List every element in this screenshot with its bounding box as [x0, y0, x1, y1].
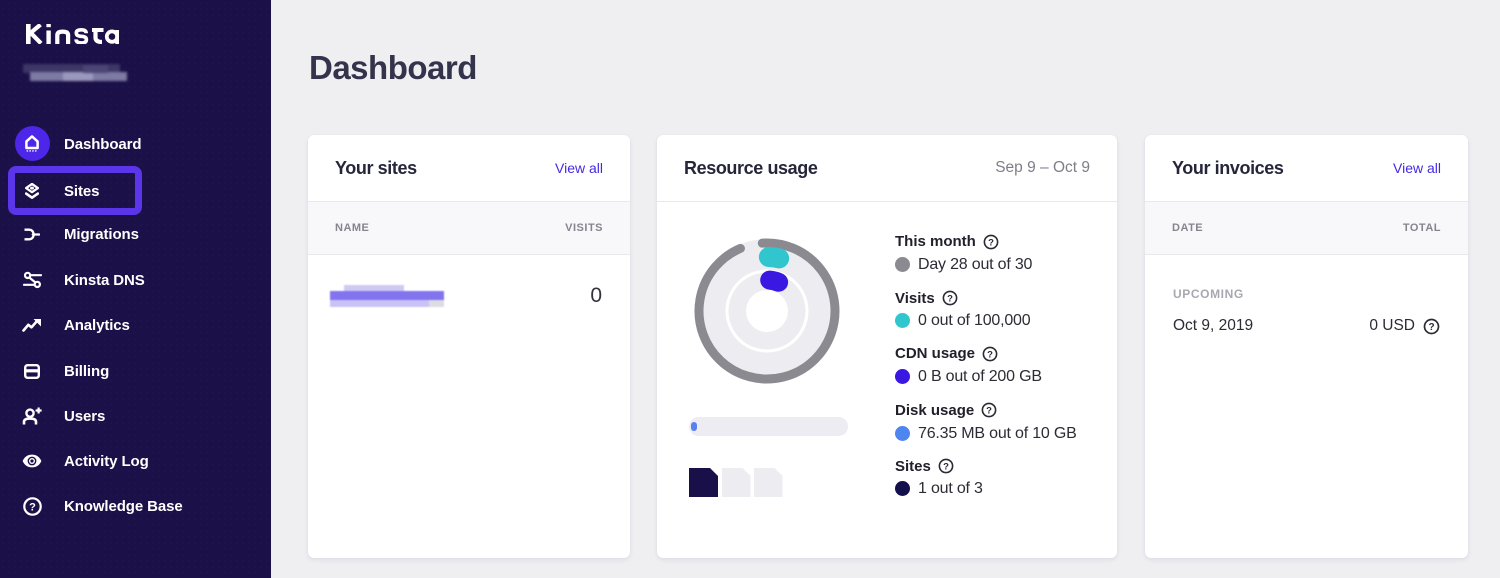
- svg-text:?: ?: [1428, 322, 1434, 333]
- svg-text:?: ?: [987, 349, 993, 360]
- svg-text:?: ?: [943, 461, 949, 472]
- svg-text:?: ?: [988, 237, 994, 248]
- svg-text:?: ?: [947, 293, 953, 304]
- svg-text:?: ?: [29, 501, 36, 513]
- svg-text:?: ?: [986, 405, 992, 416]
